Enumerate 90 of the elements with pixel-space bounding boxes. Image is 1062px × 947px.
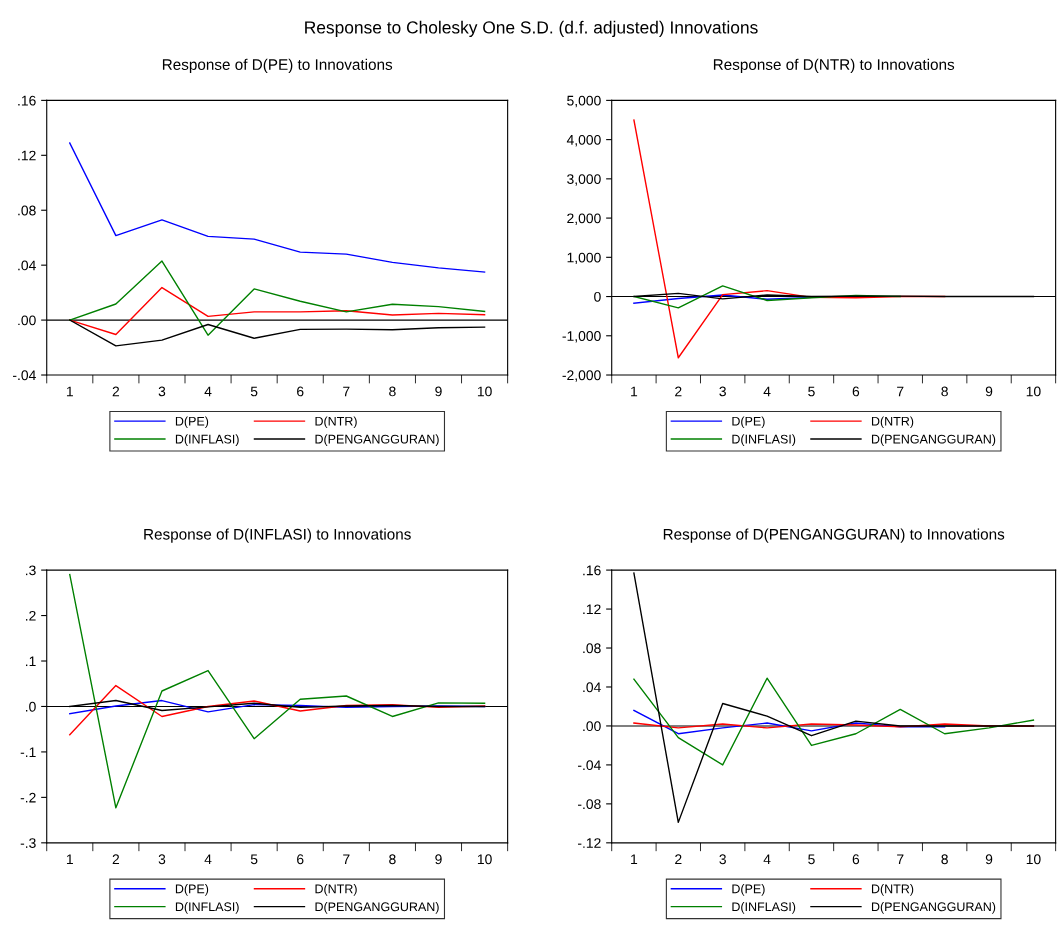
y-tick-label: -.12: [577, 838, 601, 848]
y-tick-label: -.1: [20, 747, 36, 757]
x-tick-label: 1: [66, 386, 73, 397]
x-tick-label: 3: [158, 386, 166, 397]
x-tick-label: 9: [435, 854, 442, 865]
x-tick-label: 5: [250, 386, 258, 397]
y-tick-label: .2: [26, 610, 36, 621]
x-tick-label: 3: [158, 854, 166, 865]
x-tick-label: 6: [297, 386, 304, 397]
x-tick-label: 5: [808, 386, 815, 397]
y-tick-label: -.04: [13, 370, 36, 381]
y-tick-label: .00: [583, 721, 601, 732]
legend-label: D(INFLASI): [175, 901, 239, 914]
x-tick-label: 5: [250, 854, 258, 865]
y-tick-label: .00: [18, 315, 36, 326]
x-tick-label: 1: [66, 854, 73, 865]
x-tick-label: 5: [808, 854, 815, 865]
x-tick-label: 6: [297, 854, 304, 865]
y-tick-label: .16: [18, 95, 36, 106]
x-tick-label: 9: [435, 386, 442, 397]
x-tick-label: 1: [631, 386, 638, 397]
x-tick-label: 7: [343, 854, 350, 865]
x-tick-label: 7: [897, 386, 904, 397]
x-tick-label: 1: [631, 854, 638, 865]
x-tick-label: 10: [477, 854, 492, 865]
y-tick-label: 3,000: [567, 174, 601, 186]
x-tick-label: 3: [719, 854, 726, 865]
y-tick-label: -.3: [20, 838, 36, 848]
y-tick-label: -1,000: [562, 331, 601, 343]
chart-title: Response of D(PE) to Innovations: [162, 58, 393, 73]
legend-label: D(NTR): [315, 416, 357, 429]
y-tick-label: .04: [18, 260, 36, 271]
x-tick-label: 9: [985, 386, 993, 397]
y-tick-label: .04: [583, 682, 601, 693]
legend-label: D(PENGANGGURAN): [871, 434, 996, 447]
legend-label: D(PENGANGGURAN): [871, 901, 996, 914]
legend-label: D(NTR): [315, 884, 357, 896]
legend-label: D(PENGANGGURAN): [315, 434, 439, 447]
legend-label: D(NTR): [871, 416, 914, 429]
x-tick-label: 8: [941, 386, 948, 397]
y-tick-label: .0: [26, 701, 36, 712]
x-tick-label: 10: [477, 386, 492, 397]
chart-title: Response of D(PENGANGGURAN) to Innovations: [663, 528, 1005, 543]
legend-label: D(PE): [175, 884, 209, 896]
y-tick-label: .16: [583, 565, 601, 576]
x-tick-label: 4: [204, 854, 212, 865]
y-tick-label: .08: [18, 205, 36, 216]
x-tick-label: 2: [675, 854, 682, 865]
legend-label: D(NTR): [871, 884, 914, 896]
legend-label: D(PE): [732, 884, 765, 896]
x-tick-label: 6: [852, 386, 860, 397]
x-tick-label: 9: [985, 854, 993, 865]
x-tick-label: 7: [343, 386, 350, 397]
legend-label: D(PENGANGGURAN): [315, 901, 439, 914]
y-tick-label: .3: [26, 565, 36, 576]
x-tick-label: 6: [852, 854, 860, 865]
legend-label: D(INFLASI): [175, 434, 239, 447]
x-tick-label: 10: [1026, 854, 1041, 865]
y-tick-label: 2,000: [567, 213, 601, 225]
y-tick-label: -.2: [20, 792, 36, 803]
y-tick-label: -2,000: [562, 370, 601, 382]
x-tick-label: 3: [719, 386, 726, 397]
x-tick-label: 4: [763, 386, 771, 397]
x-tick-label: 8: [389, 854, 396, 865]
text: Response to Cholesky One S.D. (d.f. adjusted) Innovations: [305, 20, 758, 38]
legend-label: D(INFLASI): [732, 434, 796, 447]
y-tick-label: 1,000: [567, 252, 601, 265]
legend-label: D(INFLASI): [732, 901, 796, 914]
chart-title: Response of D(NTR) to Innovations: [713, 58, 955, 73]
y-tick-label: .12: [18, 150, 36, 161]
x-tick-label: 4: [763, 854, 771, 865]
y-tick-label: 5,000: [567, 95, 601, 108]
x-tick-label: 10: [1026, 386, 1041, 397]
y-tick-label: .12: [583, 604, 601, 615]
x-tick-label: 8: [941, 854, 948, 865]
y-tick-label: -.08: [577, 799, 601, 810]
chart-title: Response of D(INFLASI) to Innovations: [144, 528, 411, 543]
x-tick-label: 2: [112, 386, 120, 397]
legend-label: D(PE): [732, 416, 765, 429]
x-tick-label: 8: [389, 386, 396, 397]
x-tick-label: 2: [675, 386, 682, 397]
y-tick-label: .1: [26, 656, 36, 667]
x-tick-label: 7: [897, 854, 904, 865]
y-tick-label: 4,000: [566, 134, 601, 147]
x-tick-label: 4: [204, 386, 212, 397]
y-tick-label: 0: [594, 291, 601, 302]
y-tick-label: .08: [583, 643, 601, 654]
legend-label: D(PE): [175, 416, 209, 429]
y-tick-label: -.04: [577, 760, 601, 771]
x-tick-label: 2: [112, 854, 120, 865]
